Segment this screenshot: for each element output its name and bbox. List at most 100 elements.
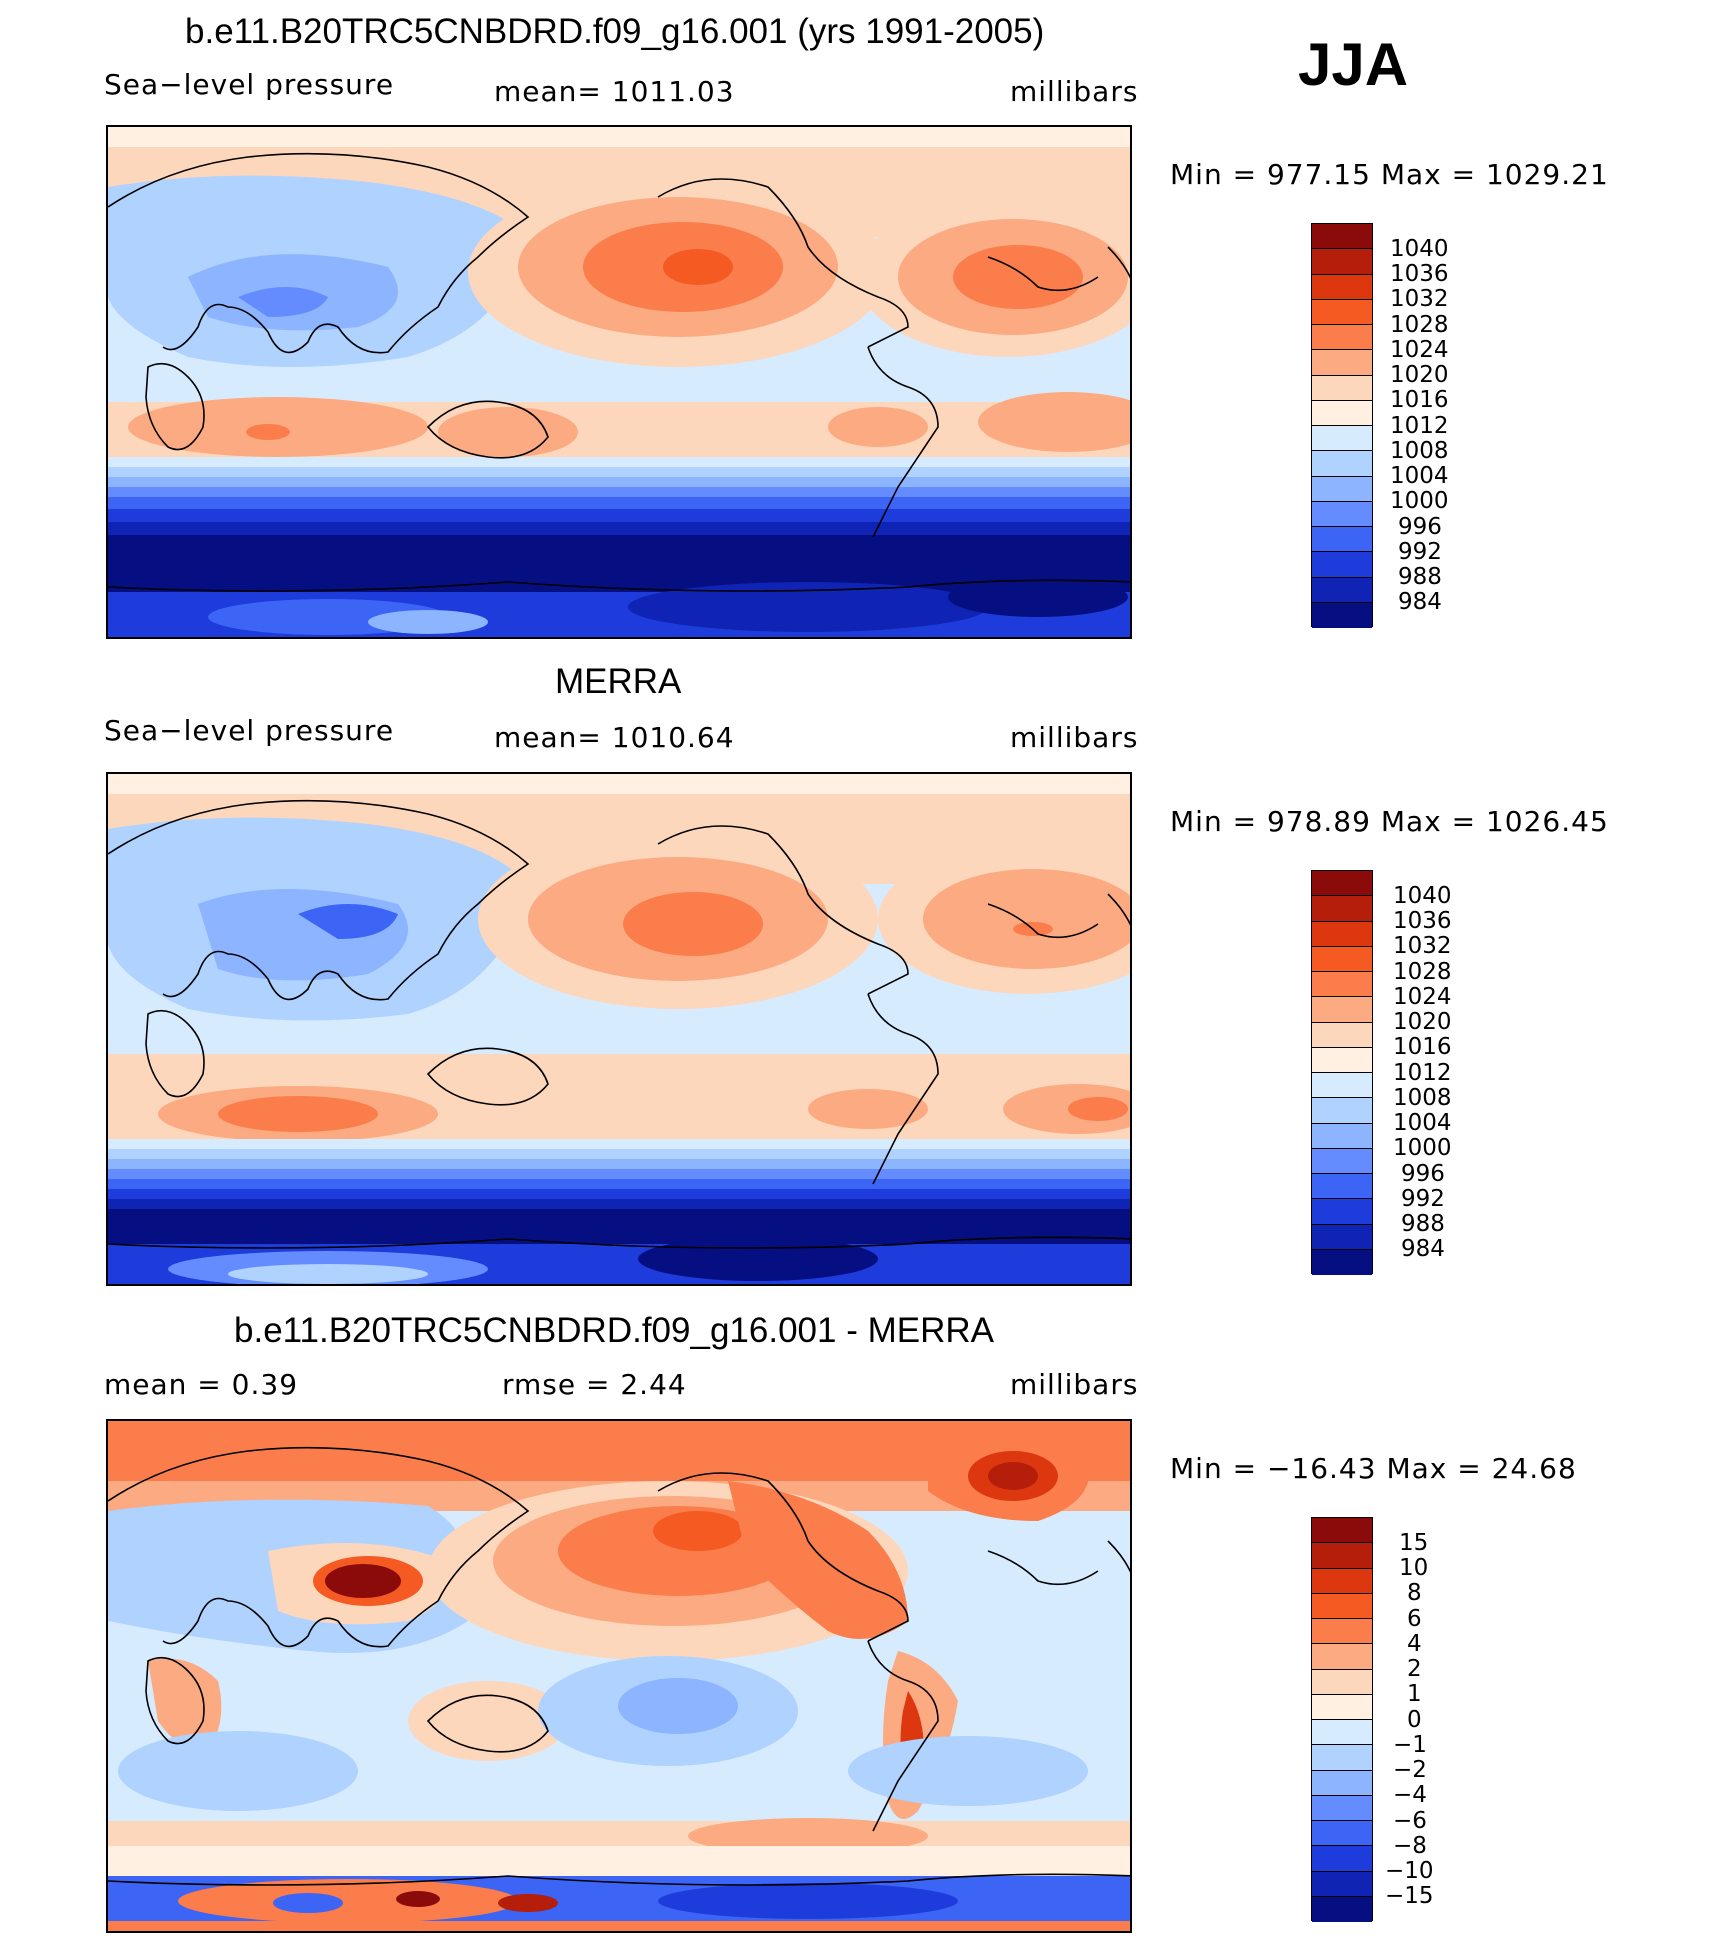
colorbar-tick: −6 <box>1393 1808 1427 1834</box>
colorbar-swatch <box>1312 1694 1372 1720</box>
colorbar-swatch <box>1312 871 1372 897</box>
colorbar-swatch <box>1312 1644 1372 1670</box>
panel-obs-units-label: millibars <box>1010 721 1139 754</box>
panel-model-mean-label: mean= 1011.03 <box>494 75 735 108</box>
colorbar-tick: −1 <box>1393 1732 1427 1758</box>
colorbar-tick: 1016 <box>1390 387 1449 413</box>
colorbar-swatch <box>1312 997 1372 1023</box>
colorbar-swatch <box>1312 527 1372 553</box>
colorbar-tick: 0 <box>1407 1707 1422 1733</box>
colorbar-tick: 1032 <box>1393 933 1452 959</box>
colorbar-tick: −4 <box>1393 1782 1427 1808</box>
colorbar-swatch <box>1312 325 1372 351</box>
colorbar-swatch <box>1312 1896 1372 1922</box>
colorbar-swatch <box>1312 1518 1372 1544</box>
colorbar-tick: 1000 <box>1390 488 1449 514</box>
colorbar-swatch <box>1312 1821 1372 1847</box>
colorbar-tick: 996 <box>1401 1161 1445 1187</box>
colorbar-tick: 1016 <box>1393 1034 1452 1060</box>
colorbar-swatch <box>1312 1745 1372 1771</box>
colorbar-tick: 988 <box>1401 1211 1445 1237</box>
colorbar-swatch <box>1312 501 1372 527</box>
colorbar-swatch <box>1312 896 1372 922</box>
panel-model-colorbar <box>1311 223 1373 628</box>
colorbar-swatch <box>1312 1770 1372 1796</box>
panel-model-minmax: Min = 977.15 Max = 1029.21 <box>1170 158 1609 191</box>
colorbar-tick: −15 <box>1385 1883 1434 1909</box>
colorbar-tick: −10 <box>1385 1858 1434 1884</box>
colorbar-swatch <box>1312 249 1372 275</box>
colorbar-tick: −8 <box>1393 1833 1427 1859</box>
colorbar-tick: 996 <box>1398 514 1442 540</box>
colorbar-swatch <box>1312 1199 1372 1225</box>
colorbar-tick: 1040 <box>1390 236 1449 262</box>
colorbar-swatch <box>1312 1669 1372 1695</box>
colorbar-swatch <box>1312 552 1372 578</box>
colorbar-swatch <box>1312 1047 1372 1073</box>
panel-obs-mean-label: mean= 1010.64 <box>494 721 735 754</box>
colorbar-tick: 1004 <box>1390 463 1449 489</box>
panel-obs-variable-label: Sea−level pressure <box>104 714 395 747</box>
panel-diff-colorbar <box>1311 1517 1373 1922</box>
colorbar-tick: 1036 <box>1390 261 1449 287</box>
panel-obs-colorbar <box>1311 870 1373 1275</box>
colorbar-tick: 1004 <box>1393 1110 1452 1136</box>
colorbar-tick: 15 <box>1399 1530 1429 1556</box>
colorbar-tick: 10 <box>1399 1555 1429 1581</box>
panel-diff-mean-label: mean = 0.39 <box>104 1368 299 1401</box>
panel-diff-units-label: millibars <box>1010 1368 1139 1401</box>
colorbar-tick: 1 <box>1407 1681 1422 1707</box>
colorbar-tick: 1036 <box>1393 908 1452 934</box>
panel-model-title: b.e11.B20TRC5CNBDRD.f09_g16.001 (yrs 199… <box>185 12 1045 51</box>
colorbar-swatch <box>1312 224 1372 250</box>
colorbar-swatch <box>1312 1619 1372 1645</box>
colorbar-swatch <box>1312 1543 1372 1569</box>
colorbar-swatch <box>1312 1098 1372 1124</box>
colorbar-swatch <box>1312 1795 1372 1821</box>
colorbar-swatch <box>1312 1123 1372 1149</box>
colorbar-tick: 1028 <box>1393 959 1452 985</box>
colorbar-tick: 1000 <box>1393 1135 1452 1161</box>
panel-model-units-label: millibars <box>1010 75 1139 108</box>
colorbar-swatch <box>1312 1174 1372 1200</box>
colorbar-tick: 984 <box>1398 589 1442 615</box>
colorbar-tick: 992 <box>1401 1186 1445 1212</box>
panel-diff-rmse-label: rmse = 2.44 <box>502 1368 687 1401</box>
colorbar-swatch <box>1312 1148 1372 1174</box>
colorbar-tick: 988 <box>1398 564 1442 590</box>
colorbar-swatch <box>1312 299 1372 325</box>
colorbar-swatch <box>1312 1568 1372 1594</box>
panel-obs-minmax: Min = 978.89 Max = 1026.45 <box>1170 805 1609 838</box>
colorbar-swatch <box>1312 350 1372 376</box>
season-label: JJA <box>1298 31 1409 98</box>
colorbar-tick: 2 <box>1407 1656 1422 1682</box>
panel-diff-minmax: Min = −16.43 Max = 24.68 <box>1170 1452 1577 1485</box>
colorbar-tick: 1032 <box>1390 286 1449 312</box>
panel-diff-title: b.e11.B20TRC5CNBDRD.f09_g16.001 - MERRA <box>234 1311 994 1350</box>
colorbar-swatch <box>1312 1871 1372 1897</box>
colorbar-tick: 8 <box>1407 1580 1422 1606</box>
colorbar-swatch <box>1312 426 1372 452</box>
colorbar-swatch <box>1312 602 1372 628</box>
colorbar-tick: 4 <box>1407 1631 1422 1657</box>
colorbar-tick: 984 <box>1401 1236 1445 1262</box>
colorbar-tick: −2 <box>1393 1757 1427 1783</box>
colorbar-tick: 1008 <box>1393 1085 1452 1111</box>
colorbar-swatch <box>1312 577 1372 603</box>
colorbar-tick: 1024 <box>1393 984 1452 1010</box>
colorbar-tick: 1024 <box>1390 337 1449 363</box>
colorbar-tick: 6 <box>1407 1606 1422 1632</box>
colorbar-swatch <box>1312 1720 1372 1746</box>
colorbar-tick: 992 <box>1398 539 1442 565</box>
colorbar-swatch <box>1312 921 1372 947</box>
colorbar-swatch <box>1312 1224 1372 1250</box>
panel-obs-map <box>106 772 1132 1286</box>
colorbar-tick: 1040 <box>1393 883 1452 909</box>
colorbar-tick: 1012 <box>1393 1060 1452 1086</box>
colorbar-swatch <box>1312 1593 1372 1619</box>
colorbar-swatch <box>1312 1249 1372 1275</box>
colorbar-swatch <box>1312 946 1372 972</box>
colorbar-tick: 1020 <box>1393 1009 1452 1035</box>
panel-obs-title: MERRA <box>555 662 682 701</box>
panel-model-variable-label: Sea−level pressure <box>104 68 395 101</box>
